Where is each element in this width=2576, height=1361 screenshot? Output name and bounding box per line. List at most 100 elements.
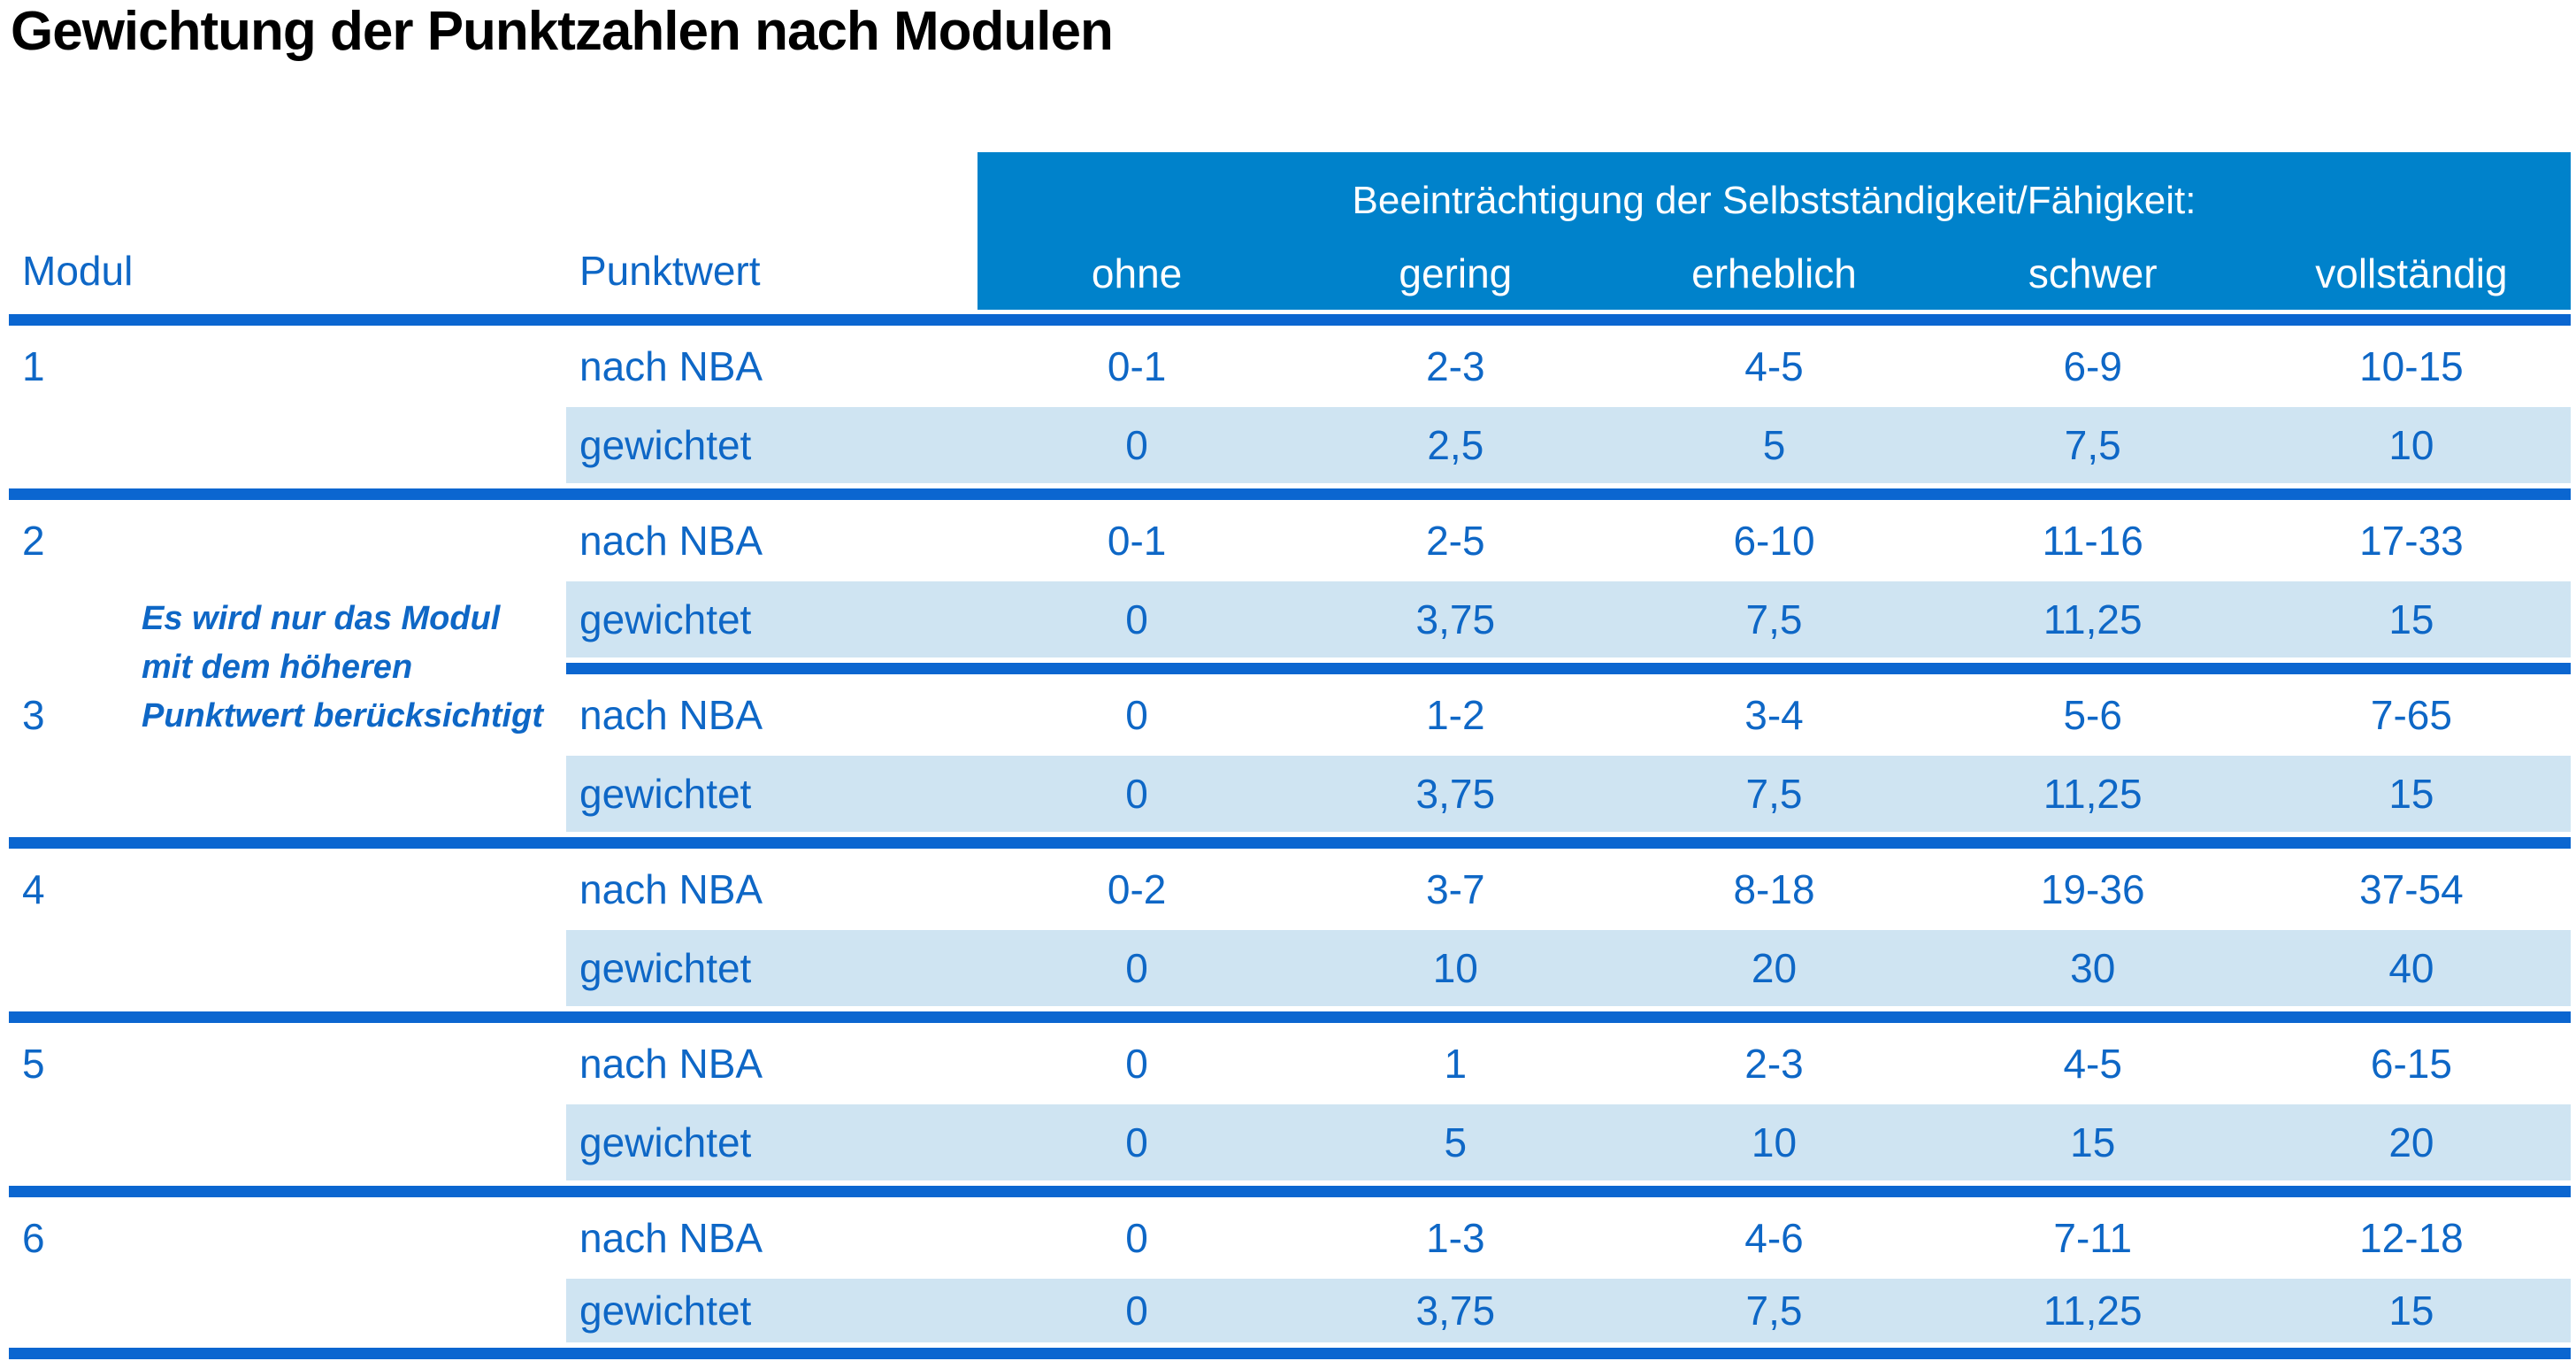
nba-band: nach NBA 0 1-3 4-6 7-11 12-18: [566, 1197, 2571, 1279]
punktwert-type-label: gewichtet: [579, 422, 752, 468]
score-cell: 15: [2388, 771, 2434, 817]
nba-band: nach NBA 0 1-2 3-4 5-6 7-65: [566, 674, 2571, 756]
score-cell: 0-2: [1107, 866, 1167, 912]
score-cell: 15: [2388, 1288, 2434, 1334]
severity-header-gering: gering: [1399, 250, 1513, 296]
punktwert-type-label: nach NBA: [579, 1215, 763, 1261]
punktwert-type-label: gewichtet: [579, 596, 752, 642]
modul-cell: 6: [9, 1197, 566, 1279]
table-body: 1 nach NBA 0-1 2-3 4-5 6-9 10-15 gewichtet 0 2,5 5…: [9, 314, 2571, 1359]
severity-header-vollstaendig: vollständig: [2315, 250, 2508, 296]
score-cell: 1: [1444, 1041, 1468, 1087]
severity-header-erheblich: erheblich: [1691, 250, 1857, 296]
score-cell: 11,25: [2043, 771, 2143, 817]
score-cell: 0: [1125, 1119, 1148, 1165]
score-cell: 10: [1432, 945, 1478, 991]
column-header-modul: Modul: [22, 248, 134, 294]
score-cell: 37-54: [2359, 866, 2464, 912]
score-cell: 15: [2388, 596, 2434, 642]
score-cell: 0: [1125, 1041, 1148, 1087]
weighted-band: gewichtet 0 3,75 7,5 11,25 15: [566, 581, 2571, 663]
table-header-corner: Modul Punktwert: [9, 152, 978, 314]
modul-cell: 3: [9, 674, 566, 756]
score-cell: 6-15: [2370, 1041, 2452, 1087]
score-cell: 1-3: [1426, 1215, 1485, 1261]
module-3-nba-row: 3 nach NBA 0 1-2 3-4 5-6 7-65: [9, 674, 2571, 756]
score-cell: 5: [1762, 422, 1786, 468]
row-divider: [9, 1186, 2571, 1197]
score-cell: 4-5: [2063, 1041, 2122, 1087]
weighted-band: gewichtet 0 2,5 5 7,5 10: [566, 407, 2571, 488]
impairment-header-title: Beeinträchtigung der Selbstständigkeit/F…: [1352, 179, 2196, 222]
severity-header-schwer: schwer: [2028, 250, 2158, 296]
score-cell: 11-16: [2042, 518, 2143, 564]
module-1-weighted-row: gewichtet 0 2,5 5 7,5 10: [9, 407, 2571, 488]
module-2-nba-row: 2 nach NBA 0-1 2-5 6-10 11-16 17-33: [9, 500, 2571, 581]
modul-cell: 4: [9, 849, 566, 930]
row-divider: [9, 837, 2571, 849]
score-cell: 4-5: [1744, 343, 1804, 389]
score-cell: 0-1: [1107, 518, 1167, 564]
score-cell: 0: [1125, 945, 1148, 991]
score-cell: 17-33: [2359, 518, 2464, 564]
module-number: 5: [22, 1041, 45, 1087]
score-cell: 3-4: [1744, 692, 1804, 738]
module-5-nba-row: 5 nach NBA 0 1 2-3 4-5 6-15: [9, 1023, 2571, 1104]
nba-band: nach NBA 0 1 2-3 4-5 6-15: [566, 1023, 2571, 1104]
score-cell: 7,5: [1745, 1288, 1803, 1334]
score-cell: 7,5: [1745, 771, 1803, 817]
modul-cell: [9, 407, 566, 488]
modul-cell: [9, 1104, 566, 1186]
score-cell: 12-18: [2359, 1215, 2464, 1261]
modul-cell: 2: [9, 500, 566, 581]
score-cell: 11,25: [2043, 1288, 2143, 1334]
row-divider: [9, 1011, 2571, 1023]
score-cell: 10-15: [2359, 343, 2464, 389]
score-cell: 8-18: [1733, 866, 1815, 912]
score-cell: 15: [2070, 1119, 2116, 1165]
score-cell: 2-3: [1744, 1041, 1804, 1087]
score-cell: 7,5: [1745, 596, 1803, 642]
row-divider: [9, 488, 2571, 500]
module-2-3-note: Es wird nur das Modul mit dem höheren Pu…: [142, 595, 543, 741]
score-cell: 20: [2388, 1119, 2434, 1165]
module-number: 6: [22, 1215, 45, 1261]
score-cell: 0: [1125, 422, 1148, 468]
score-cell: 2,5: [1427, 422, 1484, 468]
punktwert-type-label: nach NBA: [579, 518, 763, 564]
modul-cell: 1: [9, 326, 566, 407]
score-cell: 0: [1125, 596, 1148, 642]
weighted-band: gewichtet 0 5 10 15 20: [566, 1104, 2571, 1186]
punktwert-type-label: gewichtet: [579, 1119, 752, 1165]
score-cell: 5-6: [2063, 692, 2122, 738]
nba-band: nach NBA 0-1 2-3 4-5 6-9 10-15: [566, 326, 2571, 407]
nba-band: nach NBA 0-1 2-5 6-10 11-16 17-33: [566, 500, 2571, 581]
module-4-weighted-row: gewichtet 0 10 20 30 40: [9, 930, 2571, 1011]
score-cell: 1-2: [1426, 692, 1485, 738]
module-number: 4: [22, 866, 45, 912]
punktwert-type-label: nach NBA: [579, 1041, 763, 1087]
modul-cell: [9, 756, 566, 837]
weighted-band: gewichtet 0 10 20 30 40: [566, 930, 2571, 1011]
score-cell: 3,75: [1415, 1288, 1496, 1334]
row-divider: [9, 314, 2571, 326]
page-title: Gewichtung der Punktzahlen nach Modulen: [11, 1, 1114, 62]
score-cell: 0-1: [1107, 343, 1167, 389]
score-cell: 20: [1751, 945, 1798, 991]
score-cell: 4-6: [1744, 1215, 1804, 1261]
score-cell: 7-65: [2370, 692, 2452, 738]
score-cell: 3-7: [1426, 866, 1485, 912]
module-1-nba-row: 1 nach NBA 0-1 2-3 4-5 6-9 10-15: [9, 326, 2571, 407]
punktwert-type-label: gewichtet: [579, 771, 752, 817]
table-header-row: Modul Punktwert Beeinträchtigung der Sel…: [9, 152, 2571, 314]
score-cell: 3,75: [1415, 596, 1496, 642]
modul-cell: [9, 930, 566, 1011]
punktwert-type-label: nach NBA: [579, 343, 763, 389]
score-cell: 6-10: [1733, 518, 1815, 564]
column-header-punktwert: Punktwert: [579, 248, 761, 294]
nba-band: nach NBA 0-2 3-7 8-18 19-36 37-54: [566, 849, 2571, 930]
module-5-weighted-row: gewichtet 0 5 10 15 20: [9, 1104, 2571, 1186]
module-number: 2: [22, 518, 45, 564]
module-3-weighted-row: gewichtet 0 3,75 7,5 11,25 15: [9, 756, 2571, 837]
